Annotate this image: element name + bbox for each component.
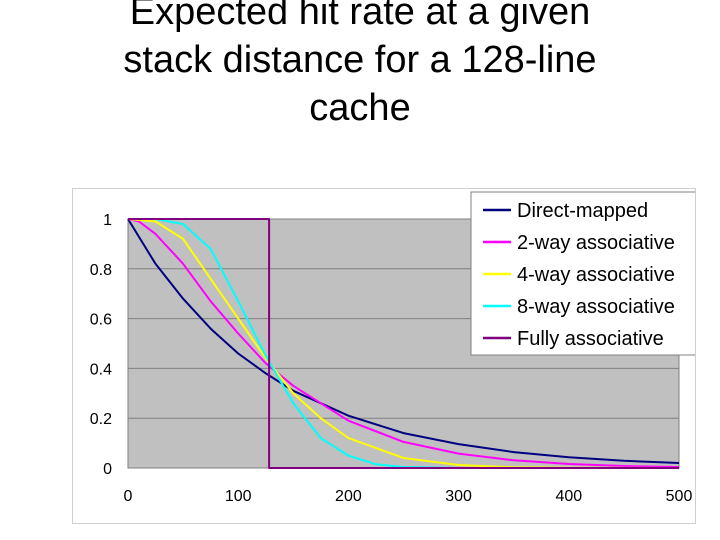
slide-title-line: cache: [309, 87, 411, 129]
series-line: [127, 218, 680, 469]
y-tick-label: 1: [103, 212, 112, 229]
slide-title: Expected hit rate at a given stack dista…: [40, 0, 680, 132]
y-tick-label: 0: [103, 461, 112, 478]
chart-area: 0 0.2 0.4 0.6 0.8 1 0 100 200 300 400 500 Direct-map…: [72, 188, 696, 524]
slide-title-line: Expected hit rate at a given: [129, 0, 591, 33]
y-tick-label: 0.4: [90, 361, 112, 378]
legend-label: Fully associative: [517, 328, 664, 350]
line-chart: 0 0.2 0.4 0.6 0.8 1 0 100 200 300 400 500 Direct-map…: [90, 191, 695, 505]
y-tick-label: 0.2: [90, 411, 112, 428]
x-tick-label: 0: [124, 488, 133, 505]
slide-title-line: stack distance for a 128-line: [123, 39, 597, 81]
legend-label: Direct-mapped: [517, 200, 648, 222]
legend-label: 4-way associative: [517, 264, 675, 286]
x-tick-label: 200: [335, 488, 362, 505]
x-tick-label: 500: [666, 488, 693, 505]
x-tick-label: 100: [225, 488, 252, 505]
x-tick-label: 400: [555, 488, 582, 505]
legend-label: 2-way associative: [517, 232, 675, 254]
y-tick-label: 0.6: [90, 312, 112, 329]
legend-label: 8-way associative: [517, 296, 675, 318]
series-line: [127, 218, 680, 468]
y-tick-label: 0.8: [90, 262, 112, 279]
series-line: [128, 218, 679, 469]
x-tick-label: 300: [445, 488, 472, 505]
